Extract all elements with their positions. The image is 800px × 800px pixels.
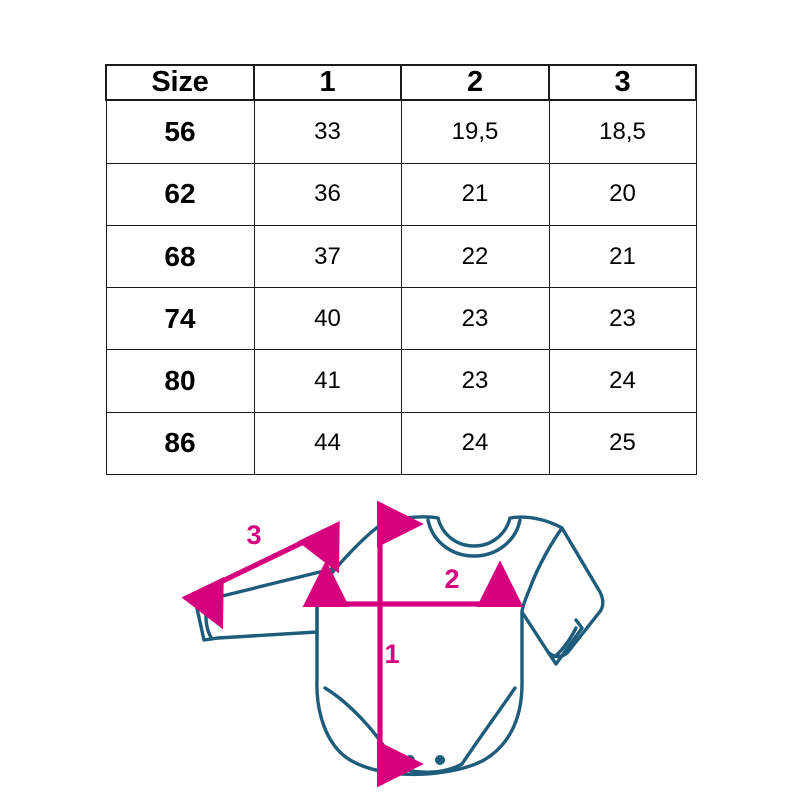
neck-band-inner (426, 518, 522, 558)
left-cuff-inner (204, 600, 214, 641)
snap-button-icon (405, 755, 415, 765)
measure-arrow-3-line (181, 521, 340, 630)
cell-value-3: 20 (548, 162, 697, 226)
table-row: 62 36 21 20 (105, 162, 697, 226)
cell-value-1: 36 (253, 162, 402, 226)
measure-label-3: 3 (246, 520, 261, 550)
right-leg-opening (460, 686, 517, 766)
cell-size: 80 (105, 349, 255, 413)
snap-button-icon (435, 755, 445, 765)
right-cuff-inner (550, 626, 578, 660)
cell-size: 68 (105, 224, 255, 289)
cell-value-2: 23 (400, 349, 550, 413)
table-row: 80 41 23 24 (105, 349, 697, 413)
cell-value-1: 40 (253, 287, 402, 351)
column-header-size: Size (105, 64, 255, 101)
table-row: 56 33 19,5 18,5 (105, 99, 697, 164)
size-chart-table-container: Size 1 2 3 56 33 19,5 18,5 62 36 21 20 (105, 64, 697, 476)
cell-value-1: 37 (253, 224, 402, 289)
left-leg-opening (323, 686, 398, 768)
cell-value-2: 19,5 (400, 99, 550, 164)
cell-value-2: 21 (400, 162, 550, 226)
table-header: Size 1 2 3 (105, 64, 697, 101)
table-header-row: Size 1 2 3 (105, 64, 697, 101)
column-header-m1: 1 (253, 64, 402, 101)
cell-value-3: 23 (548, 287, 697, 351)
left-armhole-curve (315, 522, 384, 602)
size-chart-table: Size 1 2 3 56 33 19,5 18,5 62 36 21 20 (105, 64, 697, 476)
cell-value-1: 41 (253, 349, 402, 413)
cell-value-3: 21 (548, 224, 697, 289)
left-sleeve-bottom-edge (216, 630, 319, 640)
cell-size: 86 (105, 411, 255, 476)
cell-value-1: 33 (253, 99, 402, 164)
cell-value-3: 25 (548, 411, 697, 476)
cell-value-2: 24 (400, 411, 550, 476)
bodysuit-diagram: 1 2 3 (170, 488, 610, 793)
cell-value-1: 44 (253, 411, 402, 476)
cell-value-3: 18,5 (548, 99, 697, 164)
cell-size: 74 (105, 287, 255, 351)
table-row: 74 40 23 23 (105, 287, 697, 351)
column-header-m2: 2 (400, 64, 550, 101)
right-shoulder-seam (520, 526, 564, 614)
table-row: 68 37 22 21 (105, 224, 697, 289)
cell-size: 62 (105, 162, 255, 226)
cell-value-3: 24 (548, 349, 697, 413)
column-header-m3: 3 (548, 64, 697, 101)
table-body: 56 33 19,5 18,5 62 36 21 20 68 37 22 21 (105, 99, 697, 476)
measurement-arrows-group (181, 500, 524, 788)
cell-size: 56 (105, 99, 255, 164)
measure-label-2: 2 (444, 564, 459, 594)
table-row: 86 44 24 25 (105, 411, 697, 476)
measure-label-1: 1 (384, 639, 399, 669)
cell-value-2: 23 (400, 287, 550, 351)
cell-value-2: 22 (400, 224, 550, 289)
